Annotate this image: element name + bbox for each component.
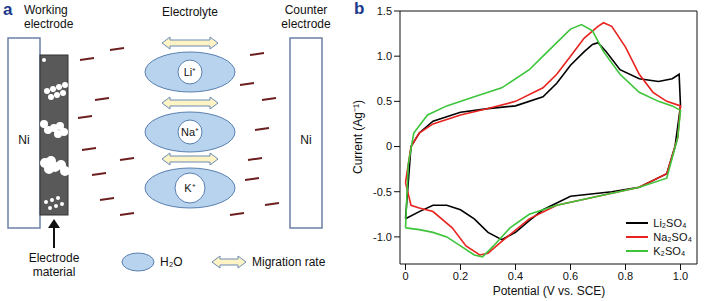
svg-text:Potential (V vs. SCE): Potential (V vs. SCE) xyxy=(493,284,606,298)
html-text:K₂SO₄: K₂SO₄ xyxy=(653,245,686,257)
svg-text:0.5: 0.5 xyxy=(377,95,392,107)
svg-text:a: a xyxy=(3,0,13,19)
svg-text:Ni: Ni xyxy=(18,133,29,147)
svg-text:0: 0 xyxy=(386,140,392,152)
svg-text:1.0: 1.0 xyxy=(377,50,392,62)
svg-text:0.6: 0.6 xyxy=(563,270,578,282)
html-text:Na₂SO₄: Na₂SO₄ xyxy=(653,231,692,243)
svg-text:1.5: 1.5 xyxy=(377,5,392,17)
svg-text:-0.5: -0.5 xyxy=(373,186,392,198)
svg-text:1.0: 1.0 xyxy=(673,270,688,282)
svg-text:Electrolyte: Electrolyte xyxy=(162,5,218,19)
svg-text:0.4: 0.4 xyxy=(508,270,523,282)
svg-text:0: 0 xyxy=(402,270,408,282)
svg-text:Na⁺: Na⁺ xyxy=(181,126,199,138)
svg-text:b: b xyxy=(354,0,364,18)
svg-text:Current (Ag⁻¹): Current (Ag⁻¹) xyxy=(351,100,365,174)
html-text:Li₂SO₄: Li₂SO₄ xyxy=(653,217,687,229)
svg-text:H₂O: H₂O xyxy=(160,255,183,269)
svg-text:Workingelectrode: Workingelectrode xyxy=(24,3,74,31)
svg-text:Counterelectrode: Counterelectrode xyxy=(281,3,331,31)
svg-text:K⁺: K⁺ xyxy=(184,182,195,194)
svg-text:Migration rate: Migration rate xyxy=(252,255,326,269)
svg-text:Ni: Ni xyxy=(300,133,311,147)
svg-text:Electrodematerial: Electrodematerial xyxy=(29,251,80,279)
svg-text:0.2: 0.2 xyxy=(453,270,468,282)
svg-text:0.8: 0.8 xyxy=(618,270,633,282)
svg-text:Li⁺: Li⁺ xyxy=(184,66,197,78)
svg-text:-1.0: -1.0 xyxy=(373,231,392,243)
